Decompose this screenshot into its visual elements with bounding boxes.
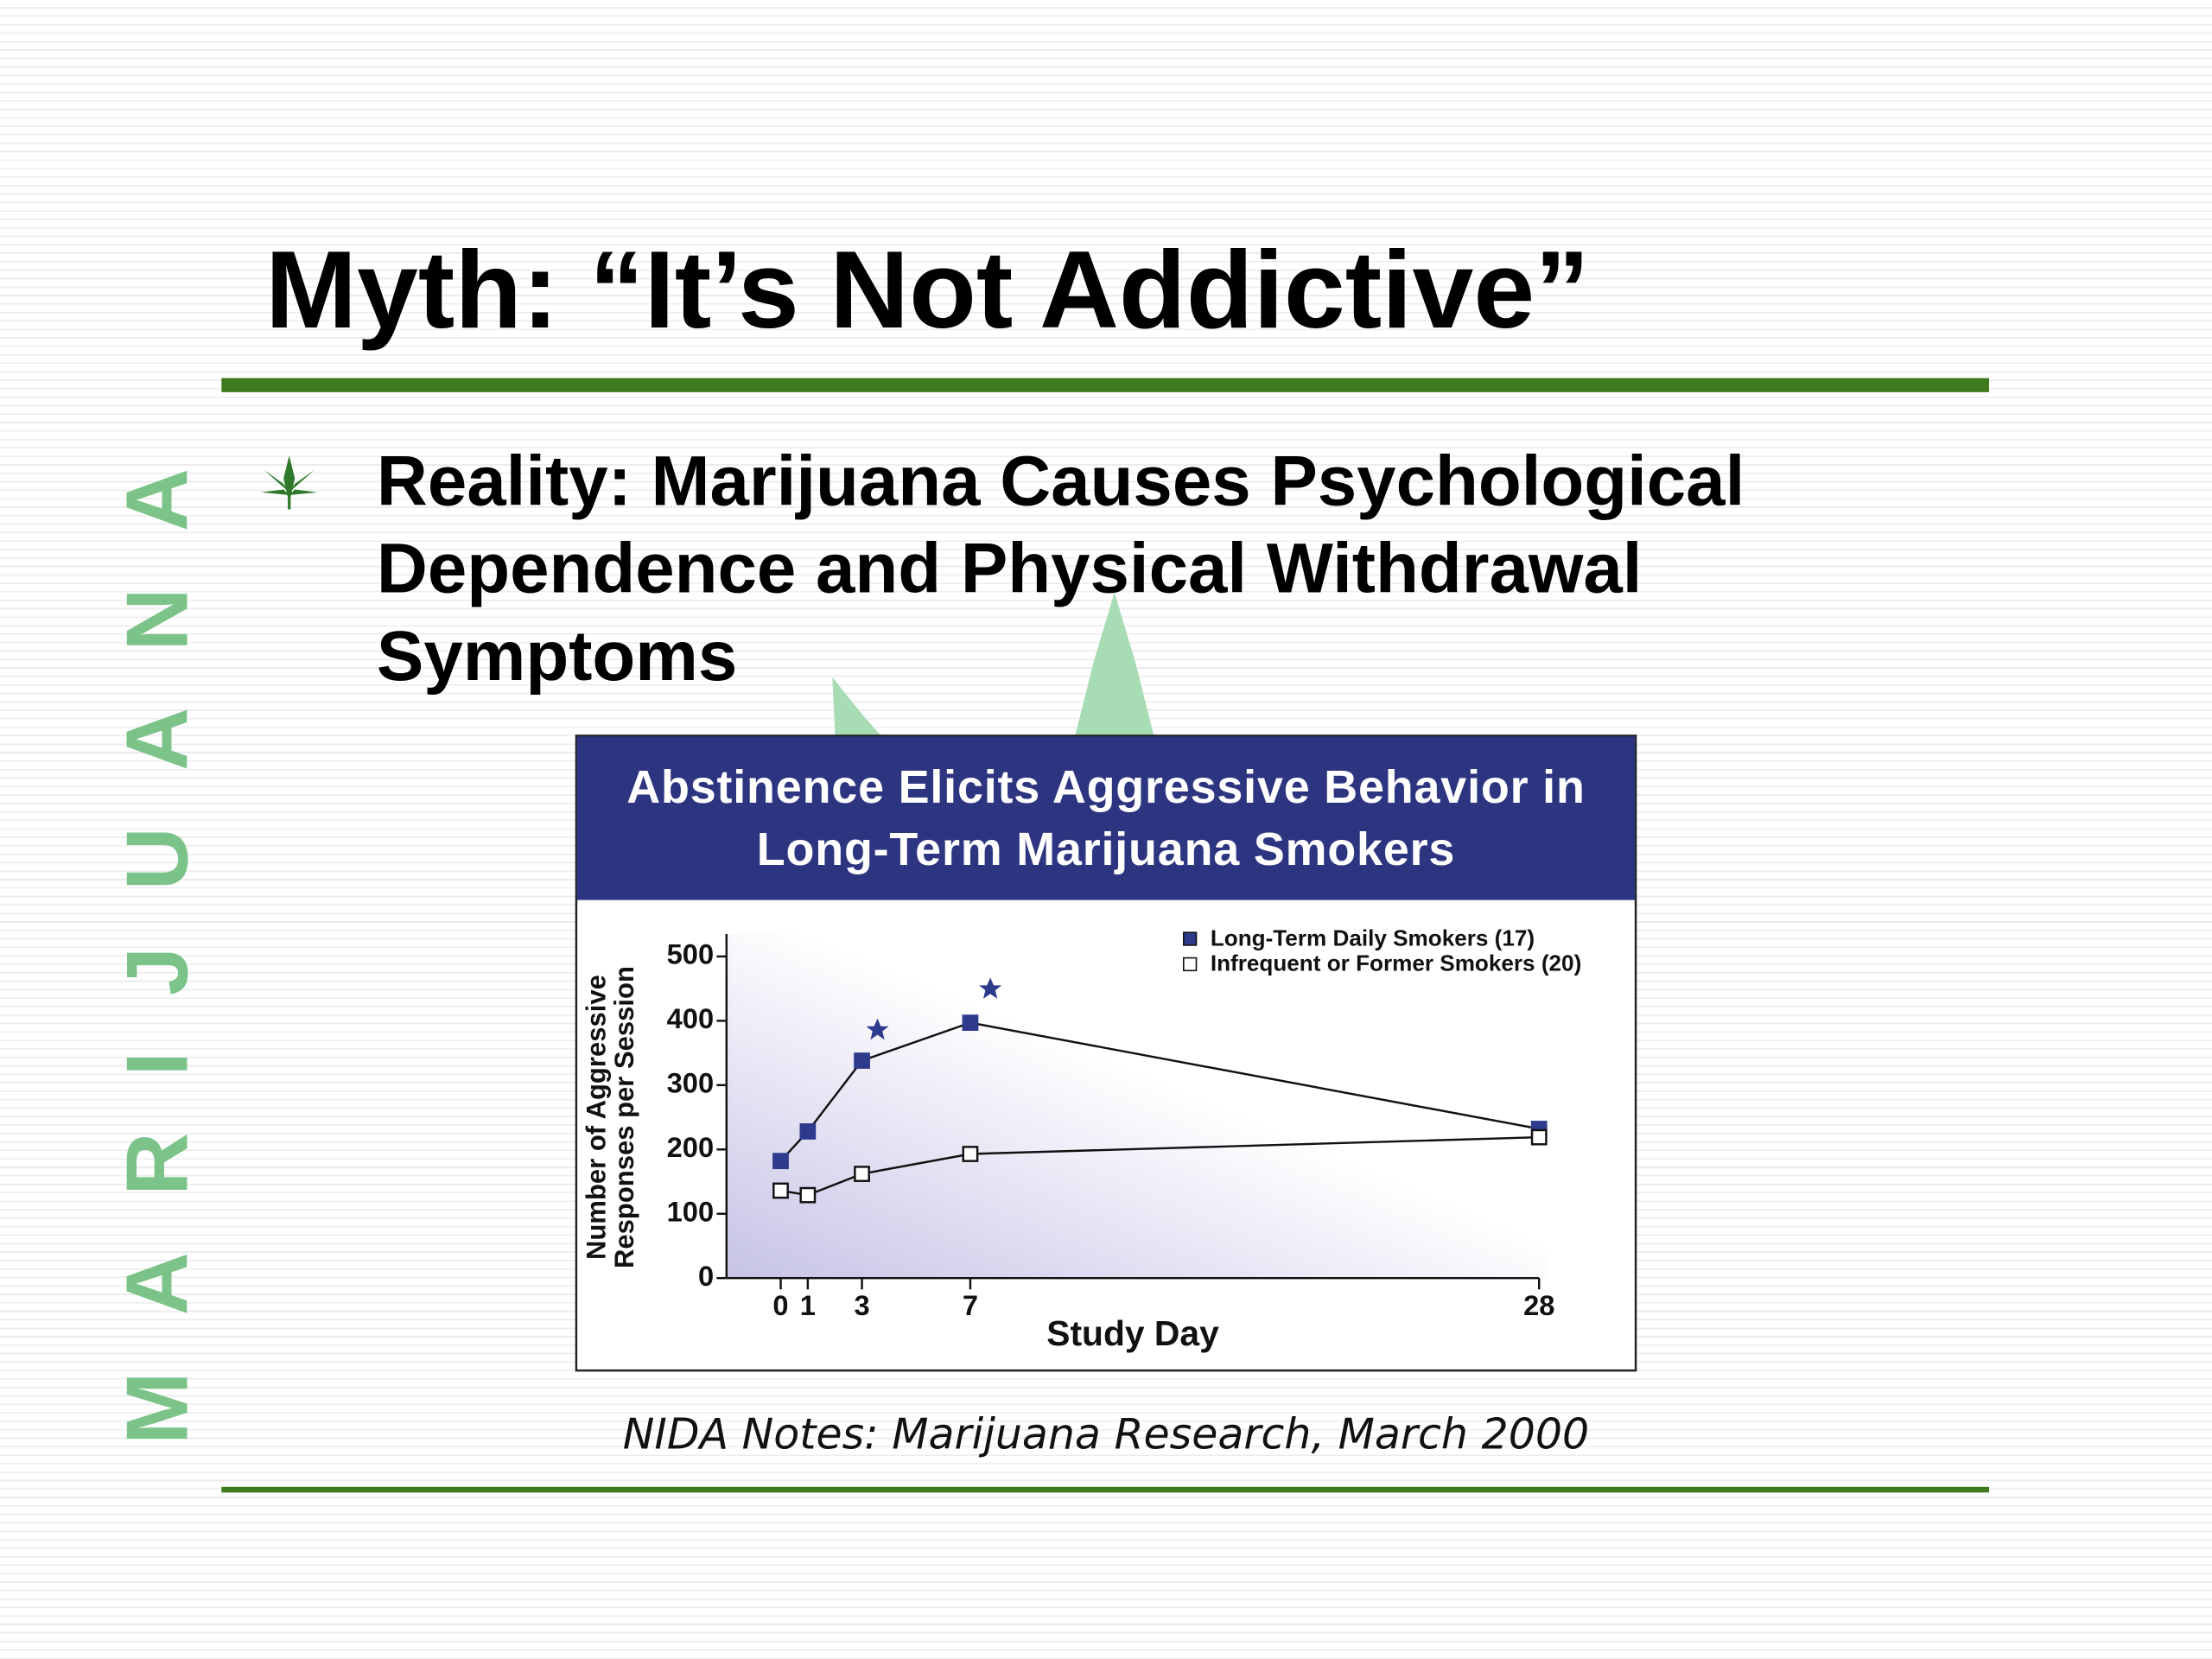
leaf-decoration bbox=[1075, 592, 1154, 737]
bullet-text: Reality: Marijuana Causes Psychological … bbox=[376, 442, 1745, 696]
y-tick-label: 0 bbox=[698, 1260, 714, 1292]
y-axis-label: Number of Aggressive bbox=[581, 975, 611, 1260]
data-point bbox=[962, 1014, 979, 1032]
data-point bbox=[772, 1182, 789, 1199]
star bbox=[979, 977, 1002, 999]
x-axis-label: Study Day bbox=[1046, 1313, 1219, 1353]
leaf-decoration bbox=[832, 677, 882, 737]
y-tick-label: 400 bbox=[667, 1002, 714, 1034]
footer-rule bbox=[221, 1486, 1990, 1493]
star bbox=[866, 1018, 889, 1040]
source-note: NIDA Notes: Marijuana Research, March 20… bbox=[622, 1410, 1590, 1460]
x-tick-label: 3 bbox=[854, 1289, 869, 1321]
x-tick-label: 7 bbox=[963, 1289, 978, 1321]
data-point bbox=[962, 1146, 979, 1162]
legend-label: Long-Term Daily Smokers (17) bbox=[1211, 925, 1535, 950]
data-point bbox=[1530, 1128, 1548, 1146]
legend-swatch bbox=[1182, 931, 1198, 946]
x-tick-label: 1 bbox=[800, 1289, 816, 1321]
chart-title: Abstinence Elicits Aggressive Behavior i… bbox=[626, 760, 1586, 875]
significance-stars bbox=[866, 977, 1002, 1040]
y-tick-label: 200 bbox=[667, 1131, 714, 1163]
side-text: MARIJUANA bbox=[109, 411, 207, 1445]
y-tick-label: 300 bbox=[667, 1066, 714, 1098]
title-rule bbox=[221, 378, 1990, 392]
y-axis-label: Responses per Session bbox=[609, 966, 639, 1268]
x-tick-label: 28 bbox=[1523, 1289, 1554, 1321]
bullet-leaf bbox=[261, 455, 318, 510]
legend-swatch bbox=[1182, 957, 1198, 972]
data-point bbox=[854, 1166, 870, 1182]
data-point bbox=[772, 1153, 789, 1170]
legend-label: Infrequent or Former Smokers (20) bbox=[1211, 950, 1581, 976]
y-tick-label: 500 bbox=[667, 938, 714, 970]
slide-title: Myth: “It’s Not Addictive” bbox=[264, 226, 1590, 352]
x-tick-label: 0 bbox=[772, 1289, 788, 1321]
chart-banner: Abstinence Elicits Aggressive Behavior i… bbox=[576, 736, 1636, 900]
data-point bbox=[799, 1123, 817, 1140]
y-tick-label: 100 bbox=[667, 1195, 714, 1227]
data-point bbox=[854, 1052, 870, 1069]
plot-background bbox=[726, 933, 1548, 1279]
data-point bbox=[799, 1186, 817, 1204]
